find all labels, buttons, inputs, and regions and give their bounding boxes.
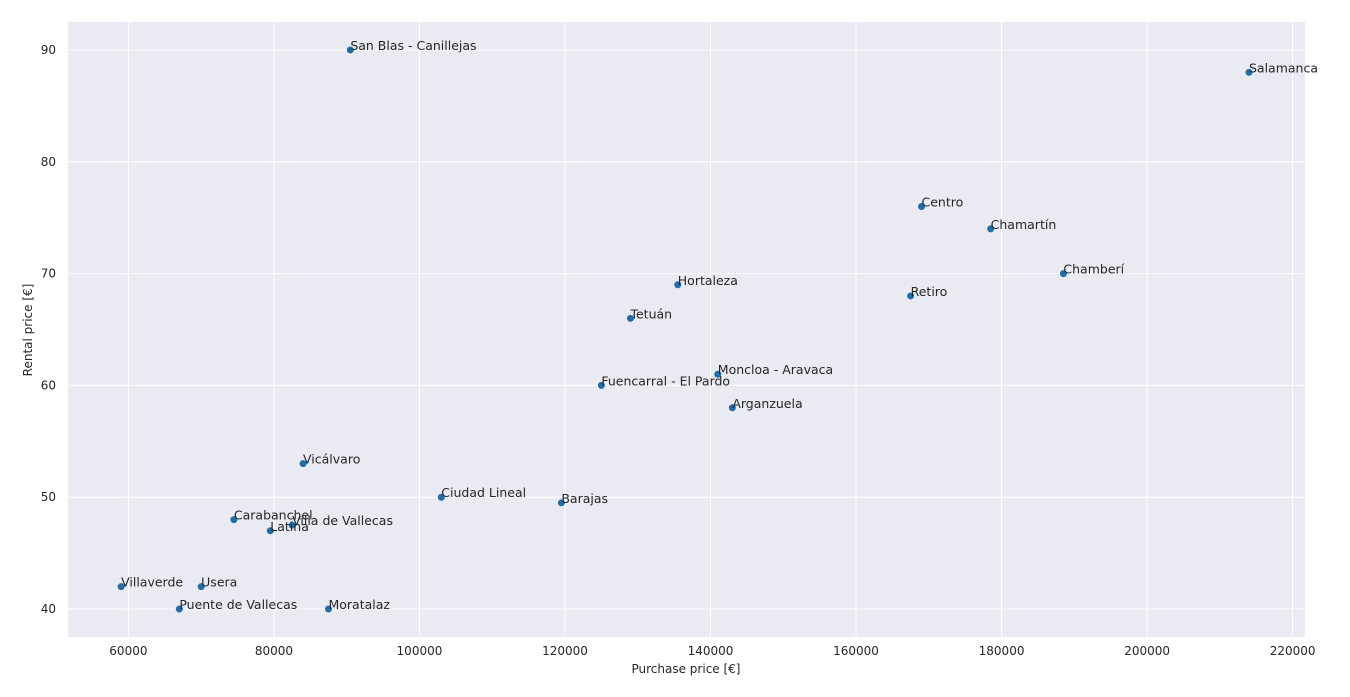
point-label: Retiro [911,284,948,299]
data-point [175,605,183,613]
point-label: Arganzuela [732,396,802,411]
point-label: Villaverde [121,575,183,590]
x-tick-labels: 60000 80000 100000 120000 140000 160000 180000… [109,644,1315,658]
data-point [1245,68,1253,76]
y-tick-label: 40 [41,602,56,616]
plot-background [68,22,1305,637]
x-tick-label: 160000 [833,644,879,658]
data-point [230,516,238,524]
grid-lines [68,22,1305,637]
x-tick-label: 80000 [255,644,293,658]
data-points [117,46,1253,613]
data-point [714,370,722,378]
data-point [597,381,605,389]
y-tick-label: 90 [41,43,56,57]
point-label: Usera [201,575,237,590]
y-axis-label: Rental price [€] [21,284,35,377]
point-label: Puente de Vallecas [179,597,297,612]
point-label: Villa de Vallecas [292,513,393,528]
y-tick-label: 80 [41,155,56,169]
data-point [557,499,565,507]
data-point [674,281,682,289]
data-point [288,521,296,529]
data-point [117,583,125,591]
point-label: Salamanca [1249,60,1318,75]
point-label: Moratalaz [328,597,390,612]
point-label: Carabanchel [234,508,313,523]
data-point [907,292,915,300]
point-label: Centro [922,195,964,210]
data-point [918,203,926,210]
data-point [626,314,634,322]
point-label: Chamartín [991,217,1057,232]
x-tick-label: 120000 [542,644,588,658]
y-tick-label: 70 [41,267,56,281]
data-point [987,225,995,233]
data-point [437,493,445,501]
x-tick-label: 140000 [688,644,734,658]
point-label: Hortaleza [678,273,738,288]
point-label: Ciudad Lineal [441,485,526,500]
data-point [266,527,274,535]
x-tick-label: 100000 [397,644,443,658]
x-tick-label: 180000 [979,644,1025,658]
x-tick-label: 220000 [1270,644,1316,658]
point-labels: San Blas - Canillejas Salamanca Centro Cham… [121,38,1318,612]
data-point [728,404,736,412]
point-label: Vicálvaro [303,452,360,467]
point-label: Tetuán [629,306,672,321]
point-label: Fuencarral - El Pardo [601,373,730,388]
x-tick-label: 200000 [1124,644,1170,658]
x-axis-label: Purchase price [€] [632,662,741,676]
point-label: Chamberí [1063,262,1124,277]
data-point [346,46,354,54]
y-tick-label: 60 [41,378,56,392]
point-label: San Blas - Canillejas [350,38,476,53]
data-point [324,605,332,613]
data-point [197,583,205,591]
point-label: Barajas [561,491,608,506]
data-point [299,460,307,468]
point-label: Latina [270,519,309,534]
y-tick-label: 50 [41,490,56,504]
y-tick-labels: 40 50 60 70 80 90 [41,43,56,616]
point-label: Moncloa - Aravaca [718,362,833,377]
data-point [1059,270,1067,278]
x-tick-label: 60000 [109,644,147,658]
